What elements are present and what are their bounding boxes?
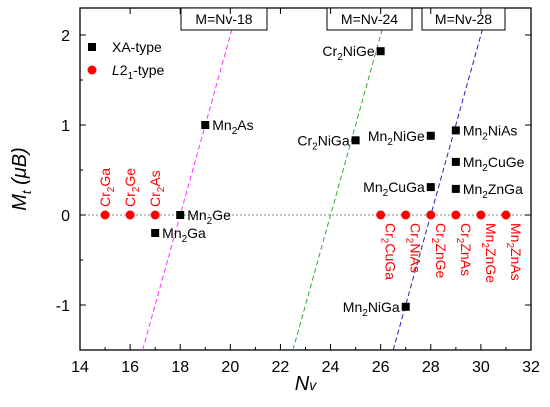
point-label-mn2znga: Mn2ZnGa — [463, 181, 523, 201]
reference-label-m-nv-28: M=Nv-28 — [435, 11, 492, 27]
legend-marker-l21-type — [87, 65, 97, 75]
reference-line-m-nv-24 — [292, 8, 389, 350]
legend-marker-xa-type — [88, 43, 96, 51]
point-label-mn2znge: Mn2ZnGe — [479, 223, 499, 283]
reference-label-box-m-nv-24 — [326, 7, 413, 31]
point-label-mn2cuga: Mn2CuGa — [363, 179, 425, 199]
point-label-mn2niga: Mn2NiGa — [343, 299, 400, 319]
reference-label-m-nv-18: M=Nv-18 — [195, 11, 252, 27]
point-label-mn2cuge: Mn2CuGe — [463, 154, 525, 174]
point-label-cr2znge: Cr2ZnGe — [429, 223, 449, 279]
point-cr2ge — [125, 210, 135, 220]
point-cr2nias — [401, 210, 411, 220]
x-tick-label-32: 32 — [522, 359, 540, 376]
point-label-cr2nias: Cr2NiAs — [404, 223, 424, 273]
point-label-cr2ge: Cr2Ge — [122, 168, 142, 207]
data-points — [100, 47, 511, 311]
point-mn2znas — [501, 210, 511, 220]
y-tick-label-2: 2 — [61, 28, 70, 45]
reference-lines — [142, 8, 489, 350]
point-label-cr2ga: Cr2Ga — [97, 168, 117, 207]
point-mn2nias — [451, 126, 460, 135]
point-cr2niga — [351, 136, 360, 145]
point-mn2znge — [476, 210, 486, 220]
reference-line-m-nv-28 — [392, 8, 489, 350]
reference-label-m-nv-24: M=Nv-24 — [341, 11, 398, 27]
x-tick-label-30: 30 — [472, 359, 490, 376]
y-axis-title: Mt (μB) — [9, 147, 34, 210]
y-tick-label-1: 1 — [61, 118, 70, 135]
point-label-mn2znas: Mn2ZnAs — [504, 223, 524, 281]
point-label-mn2ga: Mn2Ga — [162, 225, 206, 245]
point-label-mn2nige: Mn2NiGe — [368, 128, 425, 148]
x-tick-label-14: 14 — [71, 359, 89, 376]
point-mn2znga — [451, 184, 460, 193]
reference-line-labels: M=Nv-18 M=Nv-24 M=Nv-28 — [180, 7, 506, 31]
x-tick-label-18: 18 — [171, 359, 189, 376]
point-label-cr2as: Cr2As — [147, 170, 167, 207]
point-label-cr2nige: Cr2NiGe — [322, 43, 374, 63]
x-tick-label-26: 26 — [372, 359, 390, 376]
y-tick-label--1: -1 — [56, 298, 70, 315]
point-label-mn2as: Mn2As — [212, 117, 253, 137]
point-label-cr2znas: Cr2ZnAs — [454, 223, 474, 276]
reference-label-box-m-nv-28 — [421, 7, 506, 31]
y-tick-label-0: 0 — [61, 208, 70, 225]
reference-line-m-nv-18 — [142, 8, 239, 350]
point-cr2znas — [451, 210, 461, 220]
point-cr2nige — [376, 47, 385, 56]
point-mn2cuga — [426, 183, 435, 192]
x-tick-label-24: 24 — [322, 359, 340, 376]
legend: XA-type L21-type — [87, 39, 164, 82]
point-cr2ga — [100, 210, 110, 220]
legend-label-l21-type: L21-type — [112, 62, 164, 82]
point-label-mn2ge: Mn2Ge — [187, 207, 231, 227]
point-mn2as — [201, 121, 210, 129]
point-cr2znge — [426, 210, 436, 220]
x-tick-label-16: 16 — [121, 359, 139, 376]
reference-label-box-m-nv-18 — [180, 7, 268, 31]
point-mn2nige — [426, 131, 435, 140]
x-tick-label-22: 22 — [272, 359, 290, 376]
x-axis-title: Nv — [295, 373, 317, 395]
point-mn2ge — [176, 211, 185, 219]
point-cr2as — [150, 210, 160, 220]
legend-label-xa-type: XA-type — [112, 39, 162, 55]
y-axis-ticks: -1 0 1 2 — [56, 28, 531, 351]
point-label-cr2cuga: Cr2CuGa — [379, 223, 399, 280]
point-label-cr2niga: Cr2NiGa — [297, 132, 349, 152]
x-tick-label-20: 20 — [221, 359, 239, 376]
point-mn2cuge — [451, 157, 460, 166]
point-cr2cuga — [376, 210, 386, 220]
x-axis-ticks: 14 16 18 20 22 24 26 28 30 32 — [71, 8, 540, 376]
point-mn2niga — [401, 302, 410, 311]
x-tick-label-28: 28 — [422, 359, 440, 376]
point-mn2ga — [151, 229, 160, 237]
point-label-mn2nias: Mn2NiAs — [463, 122, 518, 142]
